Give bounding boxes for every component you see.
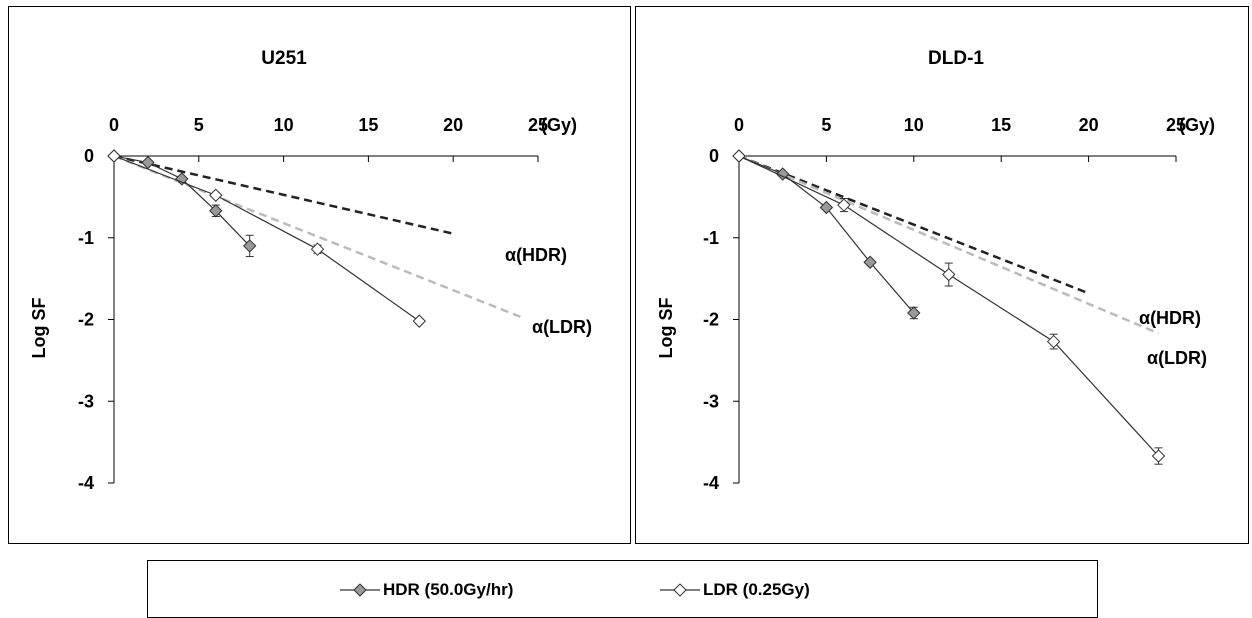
legend-label-ldr: LDR (0.25Gy) bbox=[703, 580, 810, 599]
alpha-reference-line bbox=[738, 154, 1160, 335]
alpha-label: α(HDR) bbox=[1139, 308, 1201, 328]
x-axis-label: (Gy) bbox=[541, 115, 577, 135]
legend-label-hdr: HDR (50.0Gy/hr) bbox=[383, 580, 514, 599]
data-point bbox=[942, 267, 956, 282]
x-tick-label: 25 bbox=[1166, 115, 1186, 135]
x-tick-label: 20 bbox=[1079, 115, 1099, 135]
alpha-reference-line bbox=[738, 154, 1090, 295]
alpha-label: α(HDR) bbox=[505, 245, 567, 265]
x-tick-label: 15 bbox=[358, 115, 378, 135]
legend-marker-ldr-icon bbox=[660, 583, 700, 597]
x-tick-label: 10 bbox=[904, 115, 924, 135]
x-tick-label: 25 bbox=[528, 115, 548, 135]
data-point bbox=[1151, 449, 1166, 463]
x-tick-label: 10 bbox=[274, 115, 294, 135]
x-tick-label: 5 bbox=[821, 115, 831, 135]
y-tick-label: -1 bbox=[703, 228, 719, 248]
alpha-label: α(LDR) bbox=[532, 317, 592, 337]
x-tick-label: 0 bbox=[734, 115, 744, 135]
chart-dld1: DLD-1 Log SF 0 5 10 15 20 25(Gy) 0 -1 -2 -3 -4 α(HDR)… bbox=[656, 48, 1215, 493]
y-tick-label: 0 bbox=[709, 146, 719, 166]
y-tick-label: 0 bbox=[84, 146, 94, 166]
data-point bbox=[863, 255, 877, 269]
x-axis-label: (Gy) bbox=[1179, 115, 1215, 135]
data-point bbox=[242, 239, 257, 253]
y-tick-label: -1 bbox=[78, 228, 94, 248]
series-line bbox=[113, 155, 420, 322]
chart-panel-u251: U251 Log SF 0 5 10 15 20 25 (Gy) 0 -1 -2 -3 -4 α(HDR) α… bbox=[8, 6, 631, 544]
chart-legend: HDR (50.0Gy/hr) LDR (0.25Gy) bbox=[147, 560, 1098, 618]
x-tick-label: 0 bbox=[109, 115, 119, 135]
y-axis-label: Log SF bbox=[29, 298, 49, 359]
x-tick-label: 15 bbox=[991, 115, 1011, 135]
data-point bbox=[175, 172, 189, 186]
chart-panel-dld1: DLD-1 Log SF 0 5 10 15 20 25 (Gy) 0 -1 -2 -3 -4 α(HDR)… bbox=[635, 6, 1249, 544]
data-point bbox=[1046, 334, 1061, 349]
legend-marker-hdr-icon bbox=[340, 583, 380, 597]
x-tick-label: 5 bbox=[194, 115, 204, 135]
chart-title: DLD-1 bbox=[928, 48, 984, 69]
series-line bbox=[738, 155, 1159, 457]
alpha-reference-line bbox=[113, 154, 454, 235]
y-tick-label: -2 bbox=[78, 310, 94, 330]
data-point bbox=[907, 306, 921, 320]
y-tick-label: -4 bbox=[703, 473, 719, 493]
chart-title: U251 bbox=[261, 48, 307, 69]
data-point bbox=[209, 188, 223, 202]
alpha-label: α(LDR) bbox=[1147, 348, 1207, 368]
chart-u251: U251 Log SF 0 5 10 15 20 25(Gy) 0 -1 -2 -3 -4 α(HDR) α… bbox=[29, 48, 592, 493]
data-point bbox=[107, 149, 121, 163]
y-tick-label: -4 bbox=[78, 473, 94, 493]
data-point bbox=[310, 242, 325, 256]
y-axis-label: Log SF bbox=[656, 298, 676, 359]
y-tick-label: -3 bbox=[703, 391, 719, 411]
data-point bbox=[732, 149, 746, 163]
data-point bbox=[775, 167, 790, 181]
legend-item-ldr: LDR (0.25Gy) bbox=[660, 578, 810, 602]
data-point bbox=[209, 204, 223, 218]
data-point bbox=[837, 198, 851, 212]
legend-item-hdr: HDR (50.0Gy/hr) bbox=[340, 578, 513, 602]
x-tick-label: 20 bbox=[443, 115, 463, 135]
data-point bbox=[819, 200, 834, 215]
y-tick-label: -2 bbox=[703, 310, 719, 330]
data-point bbox=[412, 314, 426, 328]
y-tick-label: -3 bbox=[78, 391, 94, 411]
